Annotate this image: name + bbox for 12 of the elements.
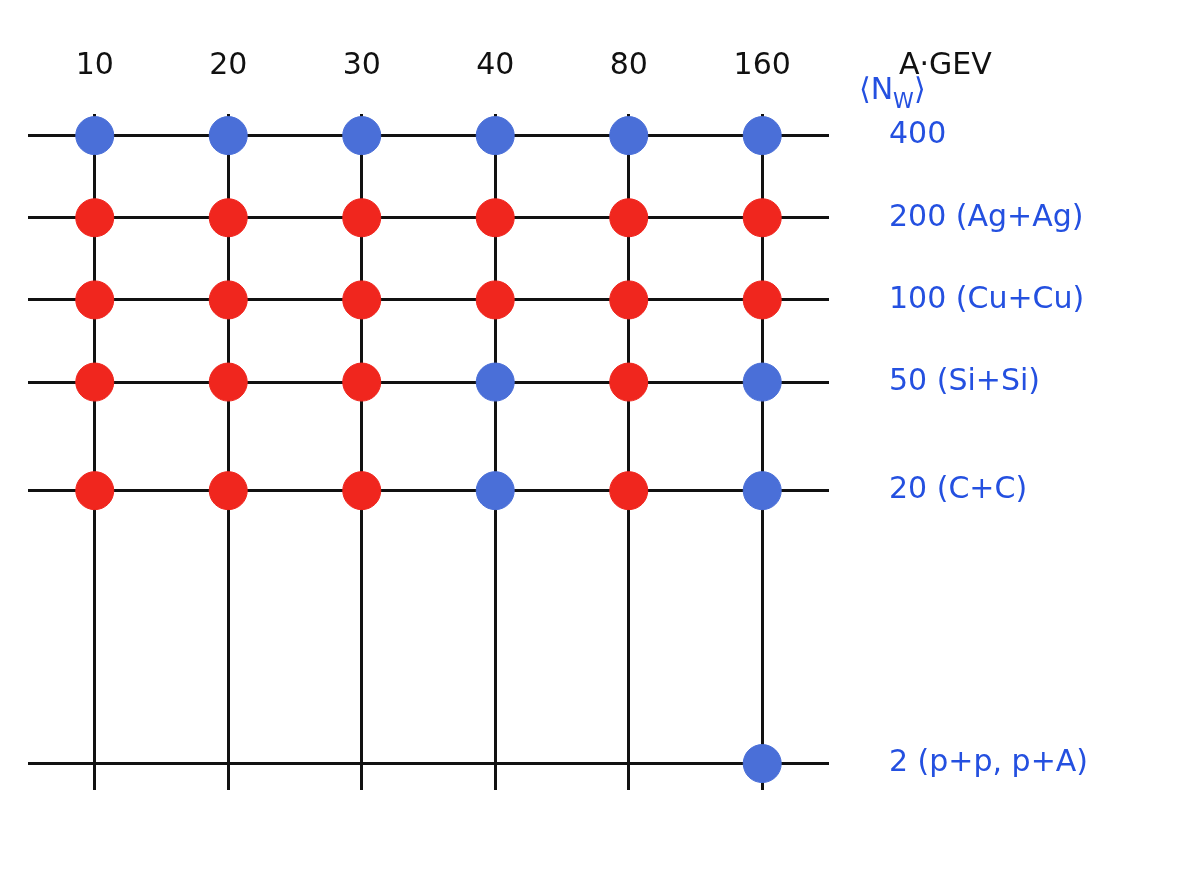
- y-tick-label: 50 (Si+Si): [888, 361, 1040, 397]
- y-tick-label: 2 (p+p, p+A): [888, 743, 1088, 779]
- x-tick-label: 10: [75, 45, 114, 81]
- y-tick-label: 100 (Cu+Cu): [888, 279, 1085, 315]
- x-tick-label: 30: [342, 45, 381, 81]
- x-tick-label: 80: [609, 45, 648, 81]
- y-tick-label: 20 (C+C): [888, 470, 1028, 506]
- x-tick-label: 20: [209, 45, 248, 81]
- y-tick-label: 400: [888, 115, 947, 151]
- x-tick-label: 160: [733, 45, 791, 81]
- x-tick-label: 40: [476, 45, 515, 81]
- y-tick-label: 200 (Ag+Ag): [888, 197, 1084, 233]
